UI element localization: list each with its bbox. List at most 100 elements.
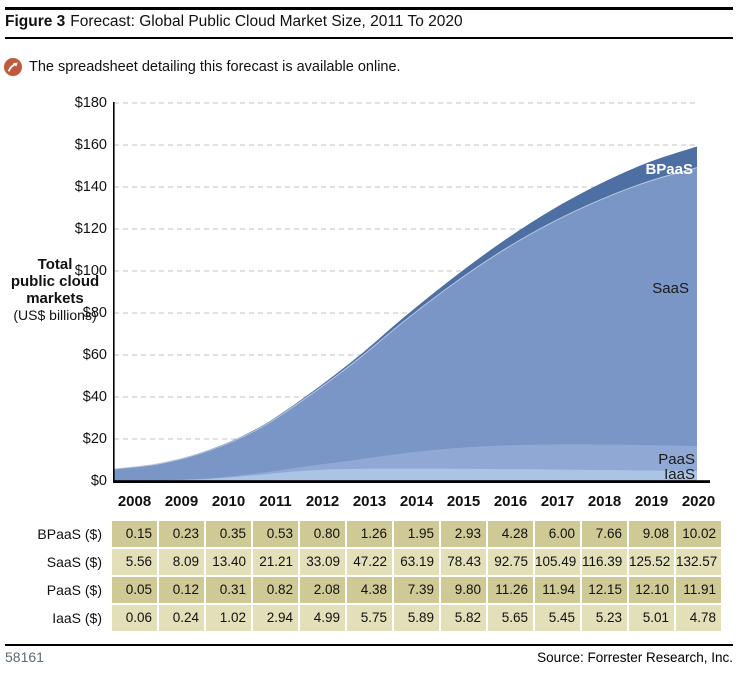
table-row-label: IaaS ($) — [0, 605, 110, 631]
year-label: 2011 — [259, 493, 292, 510]
y-axis-tick-label: $0 — [90, 473, 107, 489]
year-label: 2019 — [634, 493, 669, 510]
table-cell: 47.22 — [347, 549, 392, 575]
y-axis-title: Total public cloud markets (US$ billions) — [0, 256, 110, 324]
table-cell: 7.39 — [394, 577, 439, 603]
table-cell: 11.26 — [488, 577, 533, 603]
table-cell: 12.10 — [629, 577, 674, 603]
year-label: 2009 — [164, 493, 199, 510]
table-cell: 0.23 — [159, 521, 204, 547]
note-text: The spreadsheet detailing this forecast … — [29, 59, 401, 75]
table-cell: 0.80 — [300, 521, 345, 547]
y-axis-title-line: public cloud — [10, 273, 100, 290]
year-label: 2008 — [117, 493, 152, 510]
table-cell: 0.82 — [253, 577, 298, 603]
table-cell: 5.65 — [488, 605, 533, 631]
table-cell: 2.94 — [253, 605, 298, 631]
table-cell: 12.15 — [582, 577, 627, 603]
table-cell: 116.39 — [582, 549, 627, 575]
y-axis-tick-label: $40 — [82, 389, 107, 405]
figure-number: Figure 3 — [5, 13, 66, 30]
table-cell: 63.19 — [394, 549, 439, 575]
table-cell: 125.52 — [629, 549, 674, 575]
year-label: 2020 — [681, 493, 716, 510]
table-cell: 5.82 — [441, 605, 486, 631]
table-cell: 0.24 — [159, 605, 204, 631]
table-cell: 4.38 — [347, 577, 392, 603]
year-label: 2014 — [399, 493, 434, 510]
table-cell: 0.53 — [253, 521, 298, 547]
y-axis-tick-label: $140 — [74, 179, 107, 195]
table-cell: 11.91 — [676, 577, 721, 603]
saas-top-edge — [113, 167, 698, 470]
figure-title: Forecast: Global Public Cloud Market Siz… — [70, 13, 463, 30]
table-cell: 1.26 — [347, 521, 392, 547]
table-cell: 5.01 — [629, 605, 674, 631]
series-label-BPaaS: BPaaS — [645, 161, 693, 178]
table-cell: 105.49 — [535, 549, 580, 575]
table-cell: 8.09 — [159, 549, 204, 575]
forecast-data-table: BPaaS ($) 0.15 0.23 0.35 0.53 0.80 1.26 1.95 2.9… — [0, 521, 721, 631]
table-row-label: SaaS ($) — [0, 549, 110, 575]
table-cell: 4.99 — [300, 605, 345, 631]
table-cell: 9.80 — [441, 577, 486, 603]
y-axis-tick-label: $120 — [74, 221, 107, 237]
x-axis-line — [113, 480, 710, 483]
y-axis-line — [113, 102, 115, 481]
year-label: 2013 — [352, 493, 387, 510]
table-cell: 0.12 — [159, 577, 204, 603]
year-label: 2010 — [211, 493, 246, 510]
year-label: 2018 — [587, 493, 622, 510]
table-cell: 21.21 — [253, 549, 298, 575]
area-IaaS — [113, 468, 697, 481]
table-cell: 9.08 — [629, 521, 674, 547]
doc-number: 58161 — [5, 649, 44, 665]
table-cell: 0.31 — [206, 577, 251, 603]
y-axis-title-line: markets — [26, 290, 84, 307]
table-cell: 5.89 — [394, 605, 439, 631]
table-cell: 4.78 — [676, 605, 721, 631]
y-axis-tick-label: $60 — [82, 347, 107, 363]
table-cell: 2.93 — [441, 521, 486, 547]
table-row-label: BPaaS ($) — [0, 521, 110, 547]
year-label: 2012 — [305, 493, 340, 510]
series-label-IaaS: IaaS — [664, 466, 695, 483]
table-cell: 5.56 — [112, 549, 157, 575]
y-axis-title-units: (US$ billions) — [13, 307, 97, 323]
table-cell: 7.66 — [582, 521, 627, 547]
figure-title-bar: Figure 3 Forecast: Global Public Cloud Ma… — [5, 13, 463, 31]
table-cell: 11.94 — [535, 577, 580, 603]
year-label: 2015 — [446, 493, 481, 510]
table-cell: 132.57 — [676, 549, 721, 575]
table-cell: 5.45 — [535, 605, 580, 631]
spreadsheet-link-icon — [4, 58, 22, 76]
footer-rule — [5, 644, 733, 646]
year-label: 2017 — [540, 493, 575, 510]
table-cell: 4.28 — [488, 521, 533, 547]
top-rule — [5, 7, 733, 10]
table-row-label: PaaS ($) — [0, 577, 110, 603]
table-cell: 5.23 — [582, 605, 627, 631]
year-label: 2016 — [493, 493, 528, 510]
y-axis-tick-label: $160 — [74, 137, 107, 153]
y-axis-tick-label: $180 — [74, 95, 107, 111]
y-axis-tick-label: $100 — [74, 263, 107, 279]
x-axis-year-labels: 2008 2009 2010 2011 2012 2013 2014 2015 2016 2017… — [0, 492, 721, 512]
y-axis-title-line: Total — [37, 256, 73, 273]
y-axis-tick-label: $80 — [82, 305, 107, 321]
table-cell: 2.08 — [300, 577, 345, 603]
table-cell: 1.02 — [206, 605, 251, 631]
title-underline — [5, 37, 733, 39]
availability-note: The spreadsheet detailing this forecast … — [4, 58, 401, 76]
table-cell: 1.95 — [394, 521, 439, 547]
series-label-SaaS: SaaS — [652, 280, 689, 297]
table-cell: 6.00 — [535, 521, 580, 547]
table-cell: 13.40 — [206, 549, 251, 575]
table-cell: 0.35 — [206, 521, 251, 547]
series-label-PaaS: PaaS — [658, 451, 695, 468]
table-cell: 5.75 — [347, 605, 392, 631]
year-row-spacer — [0, 492, 110, 512]
table-cell: 0.05 — [112, 577, 157, 603]
table-cell: 33.09 — [300, 549, 345, 575]
